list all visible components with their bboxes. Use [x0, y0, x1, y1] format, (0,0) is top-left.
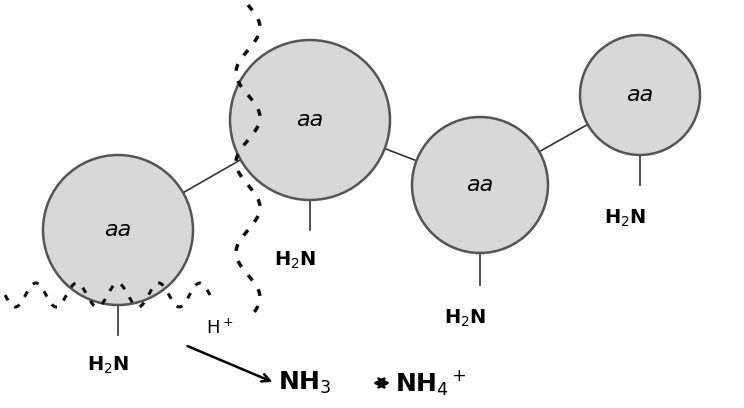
Text: aa: aa: [104, 220, 132, 240]
Text: H$_2$N: H$_2$N: [604, 208, 646, 229]
Text: H$_2$N: H$_2$N: [274, 250, 316, 271]
Text: NH$_4$$^+$: NH$_4$$^+$: [395, 368, 466, 398]
Text: aa: aa: [296, 110, 324, 130]
Ellipse shape: [230, 40, 390, 200]
Text: NH$_3$: NH$_3$: [278, 370, 331, 396]
Text: H$_2$N: H$_2$N: [87, 355, 129, 376]
Ellipse shape: [412, 117, 548, 253]
Text: aa: aa: [466, 175, 493, 195]
Ellipse shape: [580, 35, 700, 155]
Text: H$_2$N: H$_2$N: [444, 308, 486, 329]
Ellipse shape: [43, 155, 193, 305]
Text: H$^+$: H$^+$: [206, 319, 234, 338]
Text: aa: aa: [626, 85, 654, 105]
